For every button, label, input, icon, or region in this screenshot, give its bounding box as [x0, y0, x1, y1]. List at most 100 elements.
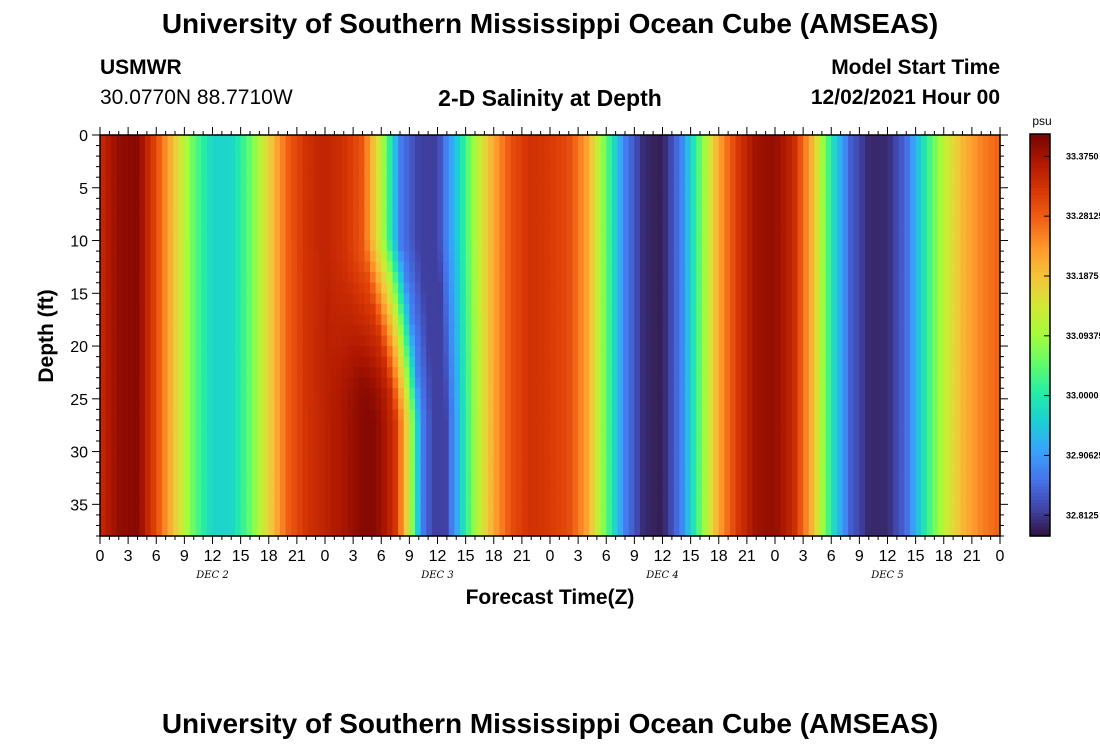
heatmap-cell	[431, 240, 439, 252]
heatmap-cell	[206, 282, 214, 294]
heatmap-cell	[893, 272, 900, 284]
heatmap-cell	[370, 451, 377, 463]
heatmap-cell	[707, 356, 714, 368]
heatmap-cell	[493, 251, 500, 263]
heatmap-cell	[218, 462, 225, 474]
heatmap-cell	[201, 219, 208, 231]
heatmap-cell	[898, 409, 905, 421]
heatmap-cell	[268, 303, 275, 315]
heatmap-cell	[628, 293, 635, 305]
heatmap-cell	[544, 156, 551, 168]
heatmap-cell	[893, 187, 900, 199]
heatmap-cell	[870, 156, 877, 168]
heatmap-cell	[955, 441, 962, 453]
heatmap-cell	[392, 377, 399, 389]
heatmap-cell	[476, 303, 484, 315]
heatmap-cell	[730, 229, 737, 242]
heatmap-cell	[859, 335, 866, 347]
heatmap-cell	[853, 303, 860, 315]
heatmap-cell	[347, 261, 354, 273]
heatmap-cell	[302, 187, 309, 199]
heatmap-cell	[336, 166, 343, 178]
heatmap-cell	[623, 145, 630, 157]
heatmap-cell	[763, 356, 770, 368]
heatmap-cell	[578, 261, 585, 273]
heatmap-cell	[139, 356, 146, 368]
heatmap-cell	[921, 356, 928, 368]
heatmap-cell	[544, 177, 551, 189]
heatmap-cell	[808, 177, 815, 189]
heatmap-cell	[347, 219, 354, 231]
heatmap-cell	[381, 367, 388, 379]
heatmap-cell	[966, 303, 973, 315]
heatmap-cell	[679, 303, 686, 315]
heatmap-cell	[791, 451, 799, 463]
heatmap-cell	[786, 441, 793, 453]
heatmap-cell	[527, 367, 534, 379]
heatmap-cell	[493, 451, 500, 463]
heatmap-cell	[415, 409, 422, 421]
heatmap-cell	[251, 377, 259, 389]
heatmap-cell	[116, 451, 124, 463]
heatmap-cell	[353, 145, 360, 157]
heatmap-cell	[223, 346, 230, 358]
heatmap-cell	[139, 451, 146, 463]
heatmap-cell	[381, 430, 388, 442]
heatmap-cell	[482, 324, 489, 337]
heatmap-cell	[595, 261, 602, 273]
heatmap-cell	[696, 377, 703, 389]
heatmap-cell	[932, 314, 939, 326]
heatmap-cell	[156, 166, 163, 178]
heatmap-cell	[876, 346, 883, 358]
heatmap-cell	[606, 145, 613, 157]
heatmap-cell	[713, 430, 720, 442]
heatmap-cell	[645, 208, 652, 221]
heatmap-cell	[842, 388, 849, 400]
heatmap-cell	[206, 303, 214, 315]
heatmap-cell	[505, 272, 512, 284]
heatmap-cell	[578, 272, 585, 284]
heatmap-cell	[960, 293, 967, 305]
heatmap-cell	[510, 335, 517, 347]
heatmap-cell	[673, 251, 680, 263]
heatmap-cell	[426, 145, 433, 157]
heatmap-cell	[791, 156, 799, 168]
heatmap-cell	[611, 187, 619, 199]
heatmap-cell	[780, 335, 787, 347]
heatmap-cell	[240, 135, 247, 147]
heatmap-cell	[848, 177, 855, 189]
heatmap-cell	[358, 388, 365, 400]
heatmap-cell	[409, 208, 416, 221]
heatmap-cell	[583, 324, 590, 337]
heatmap-cell	[544, 367, 551, 379]
heatmap-cell	[910, 346, 917, 358]
heatmap-cell	[600, 261, 607, 273]
heatmap-cell	[673, 346, 680, 358]
heatmap-cell	[651, 293, 658, 305]
heatmap-cell	[218, 229, 225, 242]
heatmap-cell	[977, 324, 984, 337]
heatmap-cell	[820, 177, 827, 189]
heatmap-cell	[797, 303, 804, 315]
heatmap-cell	[386, 261, 394, 273]
heatmap-cell	[538, 135, 545, 147]
heatmap-cell	[831, 166, 838, 178]
heatmap-cell	[926, 324, 934, 337]
heatmap-cell	[938, 282, 945, 294]
heatmap-cell	[145, 177, 152, 189]
heatmap-cell	[381, 409, 388, 421]
heatmap-cell	[825, 303, 832, 315]
heatmap-cell	[246, 356, 253, 368]
heatmap-cell	[730, 377, 737, 389]
heatmap-cell	[707, 346, 714, 358]
heatmap-cell	[994, 346, 1001, 358]
heatmap-cell	[673, 177, 680, 189]
heatmap-cell	[836, 145, 844, 157]
heatmap-cells	[100, 135, 1001, 537]
heatmap-cell	[628, 187, 635, 199]
heatmap-cell	[392, 451, 399, 463]
heatmap-cell	[460, 377, 467, 389]
heatmap-cell	[353, 166, 360, 178]
heatmap-cell	[386, 229, 394, 242]
heatmap-cell	[617, 430, 624, 442]
